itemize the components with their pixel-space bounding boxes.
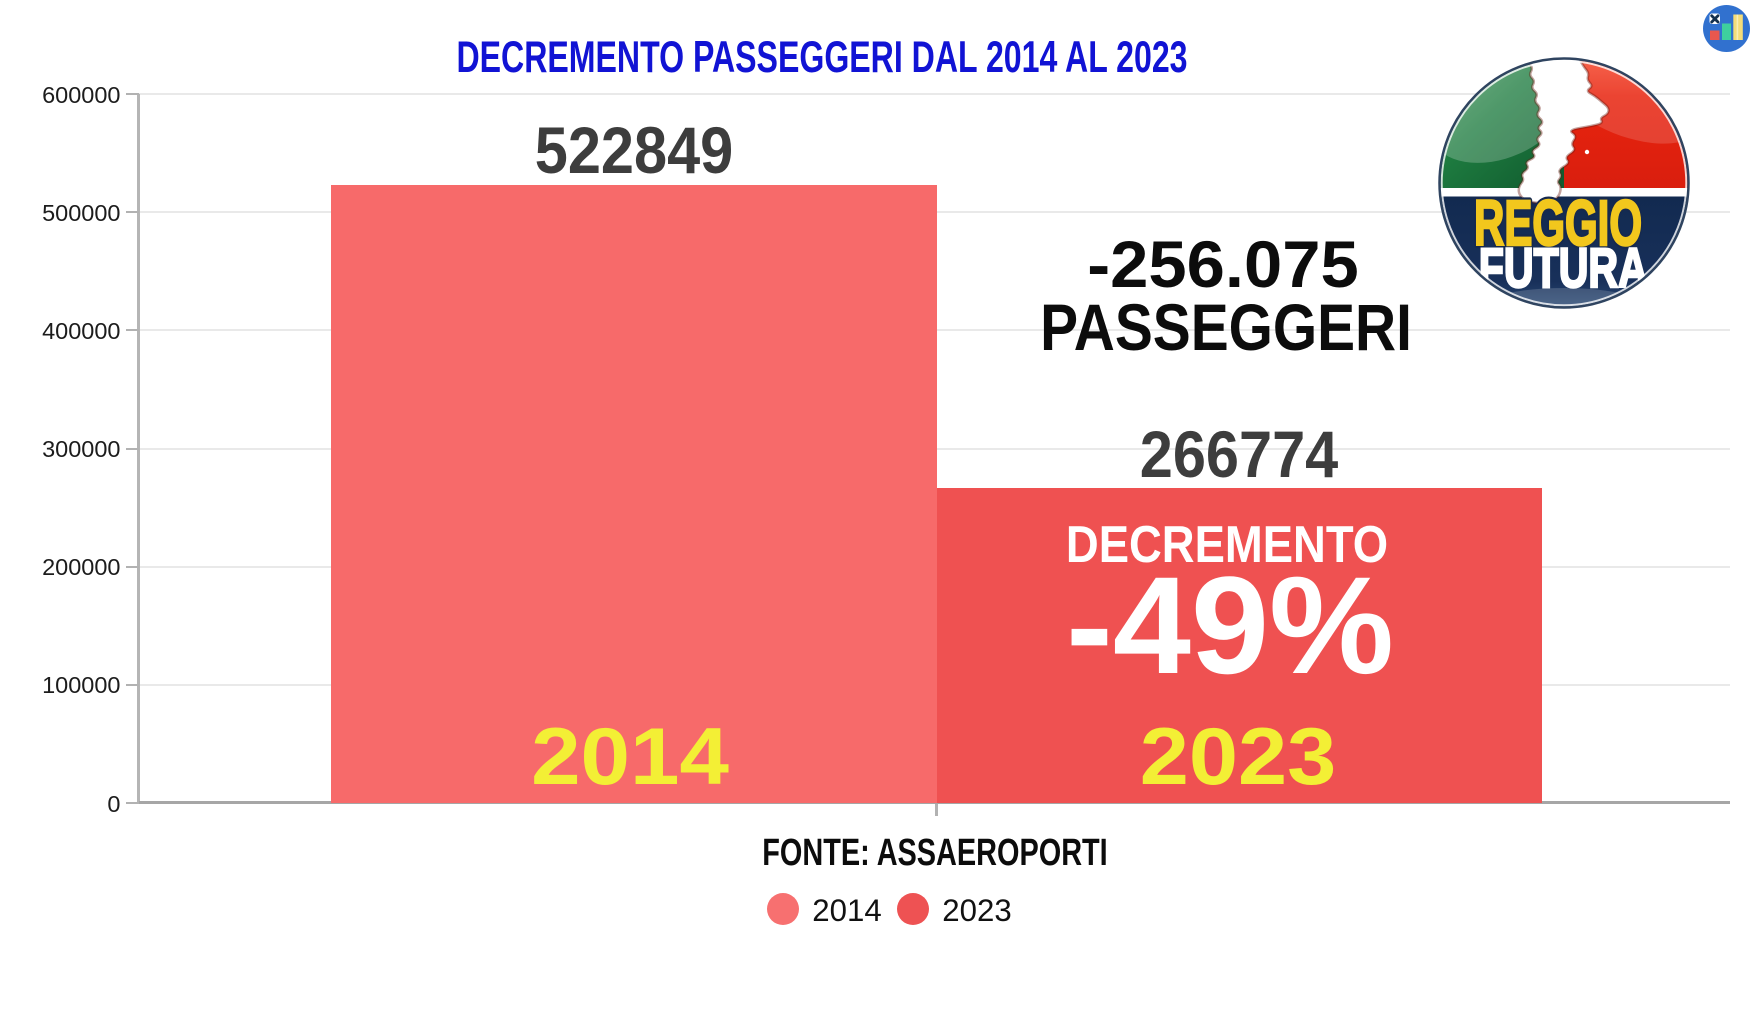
svg-text:FUTURA: FUTURA	[1479, 236, 1648, 299]
svg-text:REGGIO: REGGIO	[1474, 187, 1642, 259]
svg-text:REGGIO: REGGIO	[1474, 187, 1642, 259]
